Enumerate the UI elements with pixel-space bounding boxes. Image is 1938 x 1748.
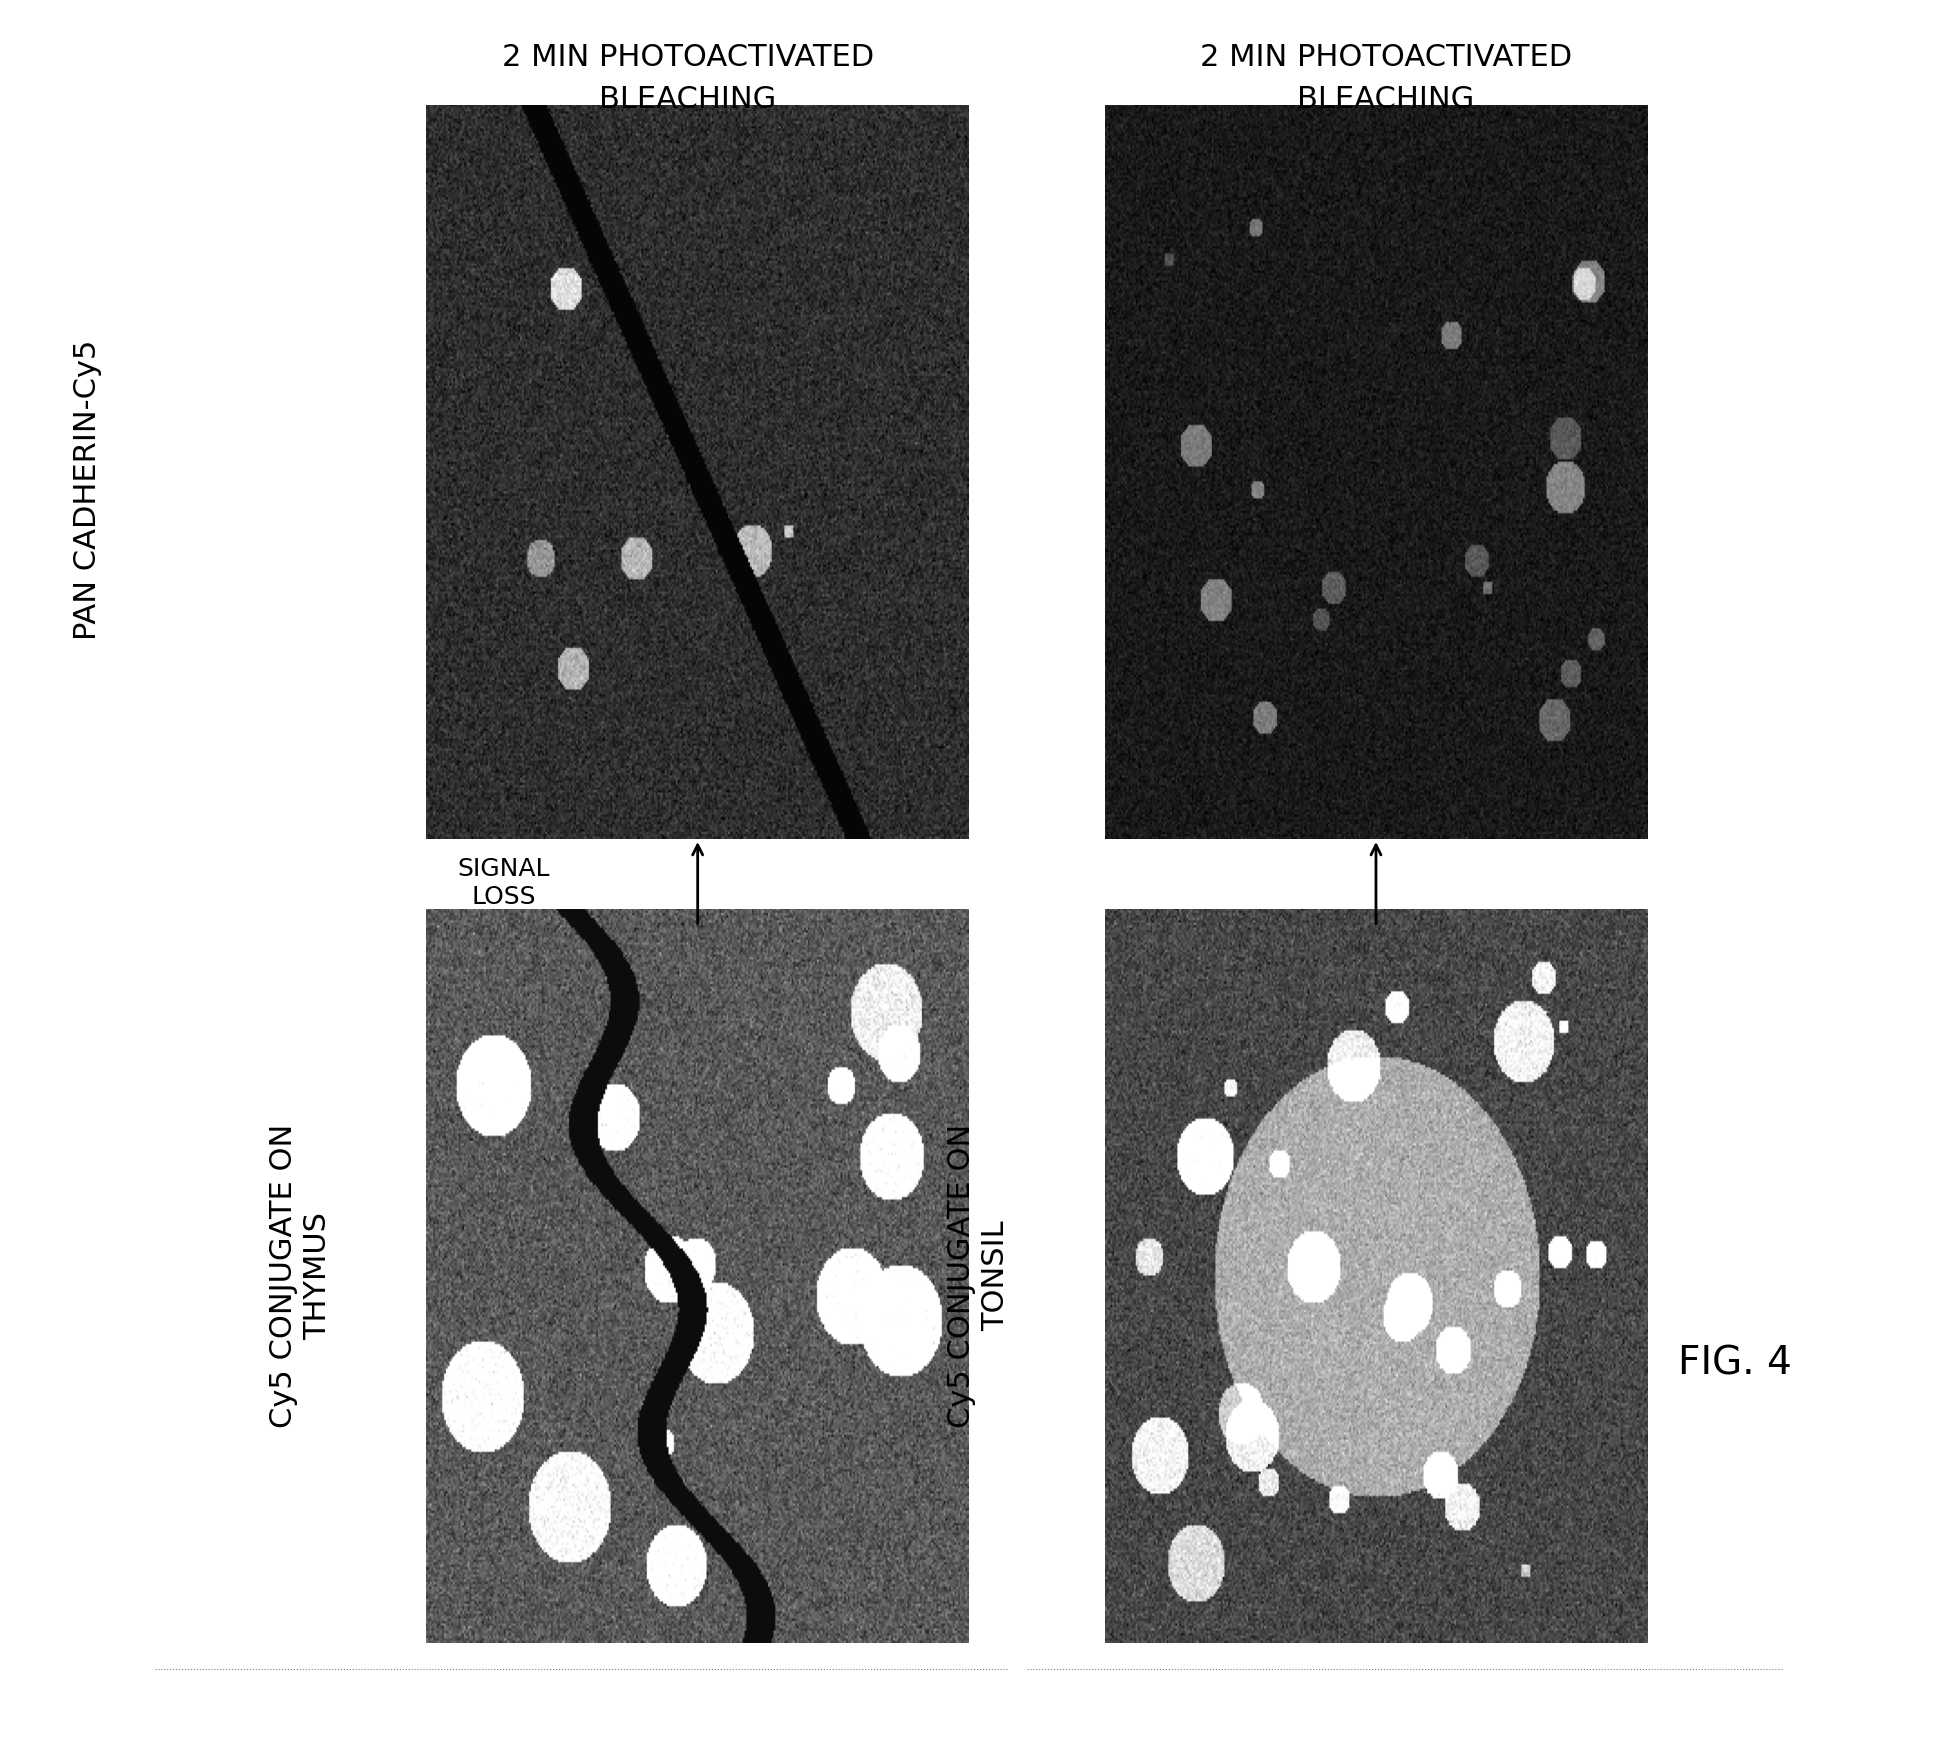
Text: 2 MIN PHOTOACTIVATED: 2 MIN PHOTOACTIVATED — [502, 44, 874, 72]
Text: SIGNAL
LOSS: SIGNAL LOSS — [457, 857, 550, 909]
Text: BLEACHING: BLEACHING — [1297, 86, 1475, 114]
Text: Cy5 CONJUGATE ON
THYMUS: Cy5 CONJUGATE ON THYMUS — [269, 1124, 331, 1428]
Text: BLEACHING: BLEACHING — [599, 86, 777, 114]
Text: PAN CADHERIN-Cy5: PAN CADHERIN-Cy5 — [74, 339, 101, 640]
Text: 2 MIN PHOTOACTIVATED: 2 MIN PHOTOACTIVATED — [1200, 44, 1572, 72]
Text: Cy5 CONJUGATE ON
TONSIL: Cy5 CONJUGATE ON TONSIL — [948, 1124, 1010, 1428]
Text: FIG. 4: FIG. 4 — [1678, 1344, 1791, 1383]
